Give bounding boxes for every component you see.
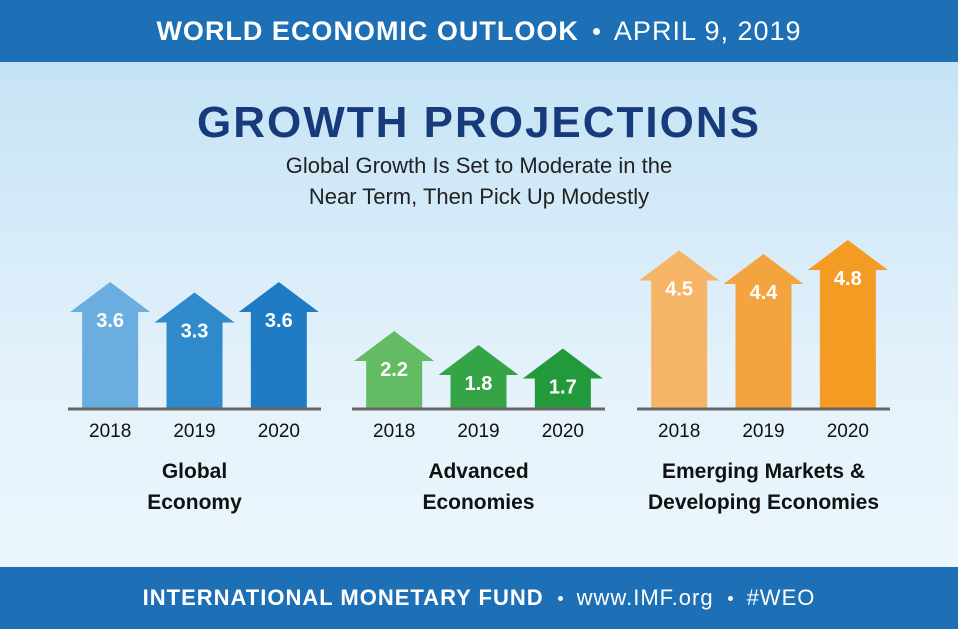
x-tick-label: 2019 [457,421,499,442]
arrow-bar [70,282,151,408]
group-label: Advanced Economies [422,460,535,514]
arrow-bar [354,331,435,408]
title: GROWTH PROJECTIONS [196,98,762,147]
separator [557,595,563,601]
value-label: 1.8 [465,373,493,395]
header: WORLD ECONOMIC OUTLOOK APRIL 9, 2019 [0,0,958,62]
value-label: 3.6 [265,310,293,332]
arrow-bar [154,292,235,408]
x-tick-label: 2020 [258,421,300,442]
arrow-bar [522,348,603,408]
value-label: 1.7 [549,377,577,399]
value-label: 4.4 [750,282,779,304]
value-label: 4.5 [665,279,693,301]
x-tick-label: 2019 [173,421,215,442]
value-label: 3.6 [96,310,124,332]
arrow-bar [723,254,804,408]
header-title: WORLD ECONOMIC OUTLOOK [156,15,579,46]
value-label: 4.8 [834,268,862,290]
value-label: 2.2 [380,359,408,381]
x-tick-label: 2019 [742,421,784,442]
footer-tag: #WEO [746,585,816,610]
arrow-bar [438,345,519,408]
group-label: Global Economy [147,460,242,514]
footer-org: INTERNATIONAL MONETARY FUND [142,585,544,610]
subtitle: Global Growth Is Set to Moderate in the … [285,153,673,209]
footer-url: www.IMF.org [576,585,714,610]
x-tick-label: 2020 [827,421,869,442]
separator [592,27,600,35]
arrow-bar [639,250,720,408]
x-tick-label: 2018 [373,421,415,442]
x-tick-label: 2018 [658,421,700,442]
x-tick-label: 2018 [89,421,131,442]
value-label: 3.3 [181,321,209,343]
footer: INTERNATIONAL MONETARY FUND www.IMF.org … [0,567,958,629]
separator [727,595,733,601]
arrow-bar [807,240,888,408]
x-tick-label: 2020 [542,421,584,442]
group-label: Emerging Markets & Developing Economies [647,460,880,514]
arrow-bar [238,282,319,408]
header-date: APRIL 9, 2019 [613,15,802,46]
